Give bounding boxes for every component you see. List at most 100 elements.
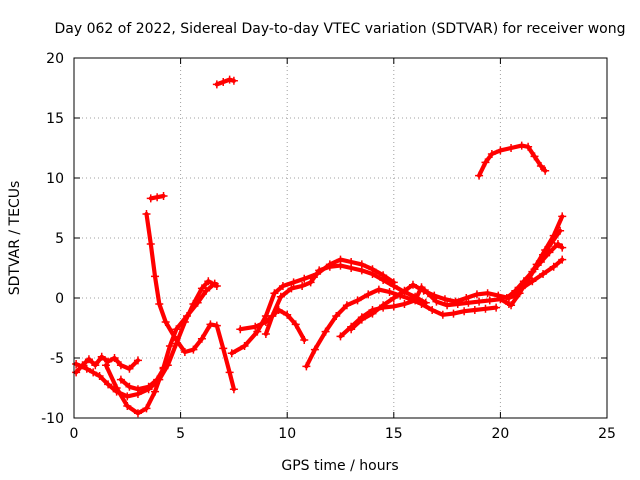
data-point xyxy=(146,194,155,203)
chart-title: Day 062 of 2022, Sidereal Day-to-day VTE… xyxy=(55,21,626,37)
data-point xyxy=(240,342,249,350)
data-point xyxy=(202,286,211,295)
data-point xyxy=(443,301,452,310)
y-tick-label: -10 xyxy=(41,411,64,427)
data-series-trace-3 xyxy=(142,210,238,394)
data-point xyxy=(530,152,539,161)
data-point xyxy=(536,162,545,170)
y-tick-label: 15 xyxy=(46,111,64,127)
data-point xyxy=(261,330,270,338)
data-point xyxy=(289,278,298,287)
data-point xyxy=(440,295,449,304)
data-point xyxy=(549,262,558,271)
data-point xyxy=(336,261,345,270)
data-point xyxy=(225,75,234,84)
data-point xyxy=(159,364,168,373)
data-point xyxy=(481,158,490,167)
data-point xyxy=(385,288,394,296)
data-point xyxy=(470,306,479,314)
data-point xyxy=(419,286,428,295)
data-point xyxy=(547,238,556,247)
data-series-trace-18 xyxy=(517,255,567,293)
data-point xyxy=(481,304,490,313)
data-point xyxy=(116,361,125,370)
data-point xyxy=(283,310,292,319)
x-axis-label: GPS time / hours xyxy=(281,458,398,474)
data-point xyxy=(502,294,511,302)
data-point xyxy=(464,298,473,307)
data-series-trace-4 xyxy=(116,364,168,394)
series-trace xyxy=(144,211,236,392)
data-point xyxy=(151,272,160,281)
data-point xyxy=(91,361,100,370)
data-point xyxy=(78,361,87,370)
data-point xyxy=(357,266,366,275)
y-axis-label: SDTVAR / TECUs xyxy=(7,181,23,296)
data-point xyxy=(210,279,219,288)
data-point xyxy=(487,150,496,158)
data-point xyxy=(347,325,356,334)
data-point xyxy=(153,375,162,384)
data-point xyxy=(389,302,398,311)
data-point xyxy=(182,312,191,320)
x-tick-label: 20 xyxy=(491,426,509,442)
data-point xyxy=(475,297,484,306)
data-point xyxy=(507,301,516,310)
data-point xyxy=(374,285,383,294)
data-point xyxy=(142,404,151,413)
data-point xyxy=(161,318,170,326)
data-point xyxy=(142,210,151,218)
x-tick-label: 0 xyxy=(70,426,79,442)
data-point xyxy=(270,289,279,298)
data-point xyxy=(342,301,351,310)
data-point xyxy=(278,282,287,290)
data-point xyxy=(123,402,132,410)
data-point xyxy=(539,270,548,278)
data-point xyxy=(97,352,106,361)
data-point xyxy=(332,312,341,320)
data-point xyxy=(172,325,181,334)
data-point xyxy=(432,297,441,306)
series-trace xyxy=(477,143,548,178)
data-point xyxy=(189,345,198,354)
data-point xyxy=(462,294,471,302)
data-point xyxy=(153,193,162,202)
data-point xyxy=(155,300,164,308)
data-point xyxy=(364,290,373,299)
data-point xyxy=(524,142,533,151)
data-point xyxy=(430,291,439,300)
x-tick-label: 10 xyxy=(278,426,296,442)
data-point xyxy=(400,286,409,295)
data-point xyxy=(417,300,426,308)
data-point xyxy=(204,277,213,286)
y-tick-label: 10 xyxy=(46,171,64,187)
data-point xyxy=(558,255,567,264)
plot-frame xyxy=(73,57,608,419)
data-point xyxy=(251,322,260,331)
data-point xyxy=(180,348,189,356)
data-point xyxy=(300,274,309,283)
data-point xyxy=(483,289,492,298)
data-point xyxy=(408,280,417,289)
data-point xyxy=(539,250,548,259)
data-series-trace-14 xyxy=(475,141,550,180)
y-tick-label: 0 xyxy=(55,291,64,307)
data-point xyxy=(492,303,501,312)
data-point xyxy=(172,336,181,344)
data-point xyxy=(291,320,300,329)
data-point xyxy=(159,192,168,200)
data-point xyxy=(368,309,377,318)
data-point xyxy=(123,392,132,401)
data-point xyxy=(225,368,234,377)
data-point xyxy=(212,80,221,89)
data-point xyxy=(389,294,398,302)
data-point xyxy=(302,362,311,371)
grid-layer xyxy=(74,58,607,418)
data-point xyxy=(151,387,160,396)
data-point xyxy=(133,356,142,365)
data-point xyxy=(298,282,307,290)
data-point xyxy=(517,141,526,150)
data-point xyxy=(353,296,362,305)
data-point xyxy=(95,372,104,380)
